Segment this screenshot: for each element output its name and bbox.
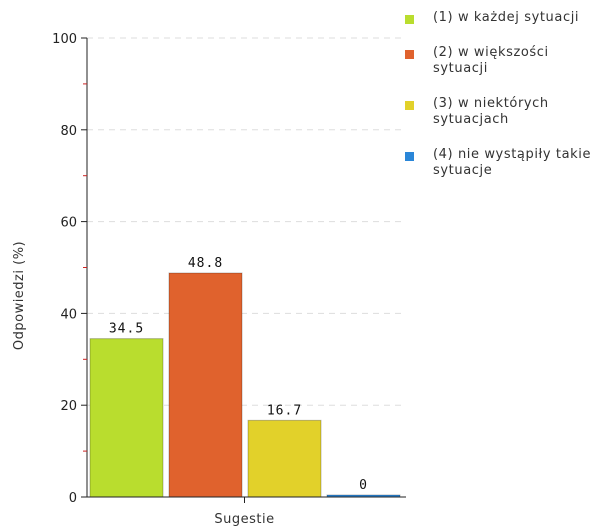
legend-label-1: (1) w każdej sytuacji <box>433 10 580 25</box>
data-label-1: 34.5 <box>109 322 144 337</box>
y-tick-label-2: 40 <box>60 307 77 322</box>
legend: (1) w każdej sytuacji (2) w większości sy… <box>401 10 601 198</box>
bar-series-1 <box>89 338 164 498</box>
data-label-2: 48.8 <box>188 256 223 271</box>
legend-swatch-1 <box>405 15 414 24</box>
grid-lines <box>87 37 406 406</box>
x-axis-title: Sugestie <box>214 512 274 527</box>
bars <box>89 272 401 498</box>
legend-swatch-4 <box>405 152 414 161</box>
legend-item-3[interactable]: (3) w niektórych sytuacjach <box>401 96 601 128</box>
data-label-3: 16.7 <box>267 403 302 418</box>
legend-item-4[interactable]: (4) nie wystąpiły takie sytuacje <box>401 147 601 179</box>
y-tick-label-4: 80 <box>60 124 77 139</box>
data-labels: 34.5 48.8 16.7 0 <box>109 256 368 493</box>
y-tick-label-1: 20 <box>60 399 77 414</box>
bar-series-2 <box>168 272 243 498</box>
legend-swatch-3 <box>405 101 414 110</box>
y-tick-label-5: 100 <box>52 32 77 47</box>
data-label-4: 0 <box>359 478 368 493</box>
legend-item-2[interactable]: (2) w większości sytuacji <box>401 45 601 77</box>
legend-swatch-2 <box>405 50 414 59</box>
y-tick-label-0: 0 <box>69 491 77 506</box>
legend-item-1[interactable]: (1) w każdej sytuacji <box>401 10 601 26</box>
bar-series-3 <box>247 419 322 498</box>
y-axis-title: Odpowiedzi (%) <box>12 241 27 350</box>
y-tick-label-3: 60 <box>60 216 77 231</box>
legend-label-2: (2) w większości sytuacji <box>433 45 549 76</box>
y-axis-ticks: 0 20 40 60 80 100 <box>52 32 87 506</box>
legend-label-3: (3) w niektórych sytuacjach <box>433 96 549 127</box>
legend-label-4: (4) nie wystąpiły takie sytuacje <box>433 147 592 178</box>
